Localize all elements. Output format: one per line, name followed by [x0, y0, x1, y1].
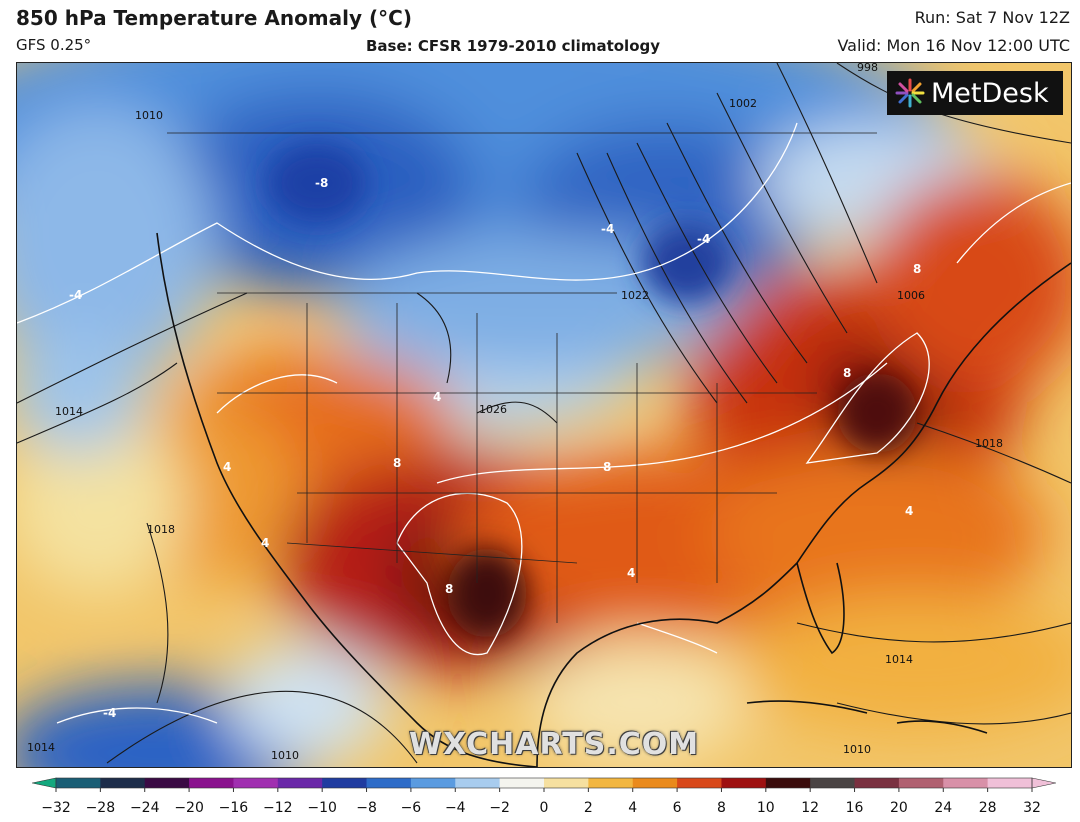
metdesk-logo: MetDesk: [887, 71, 1063, 115]
colorbar-swatch: [898, 778, 944, 788]
anomaly-label: 8: [843, 366, 851, 380]
colorbar-swatches: [32, 777, 1056, 789]
anomaly-label: -4: [601, 222, 614, 236]
anomaly-labels: -8 -4 -4 -4 4 4 8 8 8 8 8 4 4 4 -4: [69, 176, 921, 720]
anomaly-label: 8: [603, 460, 611, 474]
anomaly-label: 4: [627, 566, 635, 580]
anomaly-label: -4: [697, 232, 710, 246]
colorbar-swatch: [233, 778, 279, 788]
run-time-label: Run: Sat 7 Nov 12Z: [914, 8, 1070, 27]
colorbar-swatch: [721, 778, 767, 788]
colorbar-swatch: [366, 778, 412, 788]
colorbar-swatch: [189, 778, 234, 788]
isobar-label: 1010: [135, 109, 163, 122]
colorbar-swatch: [987, 778, 1033, 788]
colorbar-swatch: [410, 778, 456, 788]
colorbar-left-arrow: [32, 777, 57, 789]
valid-time-label: Valid: Mon 16 Nov 12:00 UTC: [837, 36, 1070, 55]
anomaly-label: 4: [261, 536, 269, 550]
colorbar-tick-label: −2: [489, 800, 510, 816]
colorbar: −32 −28 −24 −20 −16 −12 −10 −8 −6 −4 −2 0 2 4 6 8 10 12 16…: [32, 777, 1056, 816]
colorbar-swatch: [455, 778, 501, 788]
colorbar-tick-label: 32: [1023, 800, 1041, 816]
colorbar-swatch: [499, 778, 545, 788]
anomaly-label: 4: [433, 390, 441, 404]
political-borders: [167, 132, 877, 623]
colorbar-tick-label: −16: [219, 800, 249, 816]
anomaly-label: 8: [393, 456, 401, 470]
colorbar-tick-label: −32: [41, 800, 71, 816]
isobar-label: 1018: [975, 437, 1003, 450]
colorbar-swatch: [588, 778, 634, 788]
wxcharts-watermark: WXCHARTS.COM: [409, 727, 700, 762]
isobar-label: 1010: [271, 749, 299, 762]
isobar-label: 1026: [479, 403, 507, 416]
colorbar-tick-label: −28: [86, 800, 116, 816]
colorbar-ticks: −32 −28 −24 −20 −16 −12 −10 −8 −6 −4 −2 0 2 4 6 8 10 12 16…: [41, 788, 1041, 816]
colorbar-tick-label: 0: [540, 800, 549, 816]
colorbar-swatch: [854, 778, 900, 788]
coastlines: [156, 232, 1071, 767]
isobar-label: 1014: [27, 741, 55, 754]
isobar-label: 1006: [897, 289, 925, 302]
isobar-label: 1022: [621, 289, 649, 302]
colorbar-tick-label: 20: [890, 800, 908, 816]
isobar-label: 1014: [885, 653, 913, 666]
isobar-label: 1014: [55, 405, 83, 418]
colorbar-swatch: [322, 778, 368, 788]
colorbar-swatch: [632, 778, 678, 788]
colorbar-tick-label: −4: [445, 800, 466, 816]
colorbar-tick-label: −8: [356, 800, 377, 816]
map-canvas: 1010 1014 1018 1022 1026 1002 998 1006 1…: [17, 63, 1071, 767]
colorbar-tick-label: 6: [673, 800, 682, 816]
anomaly-label: 8: [913, 262, 921, 276]
anomaly-label: -4: [69, 288, 82, 302]
colorbar-tick-label: 16: [846, 800, 864, 816]
colorbar-tick-label: 28: [979, 800, 997, 816]
colorbar-tick-label: −10: [307, 800, 337, 816]
metdesk-logo-text: MetDesk: [931, 77, 1049, 109]
isobar-lines: [17, 63, 1071, 764]
colorbar-tick-label: 8: [717, 800, 726, 816]
colorbar-swatch: [544, 778, 589, 788]
isobar-label: 998: [857, 63, 878, 74]
isobar-label: 1002: [729, 97, 757, 110]
colorbar-right-arrow: [1031, 777, 1056, 789]
chart-title: 850 hPa Temperature Anomaly (°C): [16, 6, 412, 30]
colorbar-swatch: [943, 778, 989, 788]
colorbar-swatch: [677, 778, 722, 788]
colorbar-tick-label: 2: [584, 800, 593, 816]
colorbar-tick-label: 10: [757, 800, 775, 816]
anomaly-label: -8: [315, 176, 328, 190]
colorbar-swatch: [277, 778, 323, 788]
anomaly-field: [17, 63, 1071, 767]
colorbar-tick-label: 24: [934, 800, 952, 816]
anomaly-label: 8: [445, 582, 453, 596]
colorbar-swatch: [100, 778, 146, 788]
colorbar-tick-label: −24: [130, 800, 160, 816]
climatology-base-label: Base: CFSR 1979-2010 climatology: [366, 37, 661, 55]
colorbar-tick-label: −20: [174, 800, 204, 816]
model-label: GFS 0.25°: [16, 36, 92, 54]
isobar-label: 1018: [147, 523, 175, 536]
colorbar-tick-label: −12: [263, 800, 293, 816]
isobar-labels: 1010 1014 1018 1022 1026 1002 998 1006 1…: [27, 63, 1003, 762]
colorbar-swatch: [56, 778, 101, 788]
anomaly-label: 4: [905, 504, 913, 518]
colorbar-swatch: [144, 778, 190, 788]
colorbar-swatch: [810, 778, 856, 788]
colorbar-tick-label: −6: [401, 800, 422, 816]
colorbar-tick-label: 4: [628, 800, 637, 816]
colorbar-swatch: [765, 778, 811, 788]
metdesk-starburst-icon: [895, 78, 925, 108]
anomaly-contours: [17, 122, 1071, 724]
anomaly-label: -4: [103, 706, 116, 720]
colorbar-tick-label: 12: [801, 800, 819, 816]
anomaly-label: 4: [223, 460, 231, 474]
anomaly-map: 1010 1014 1018 1022 1026 1002 998 1006 1…: [16, 62, 1072, 768]
anomaly-detail: [267, 143, 917, 638]
isobar-label: 1010: [843, 743, 871, 756]
